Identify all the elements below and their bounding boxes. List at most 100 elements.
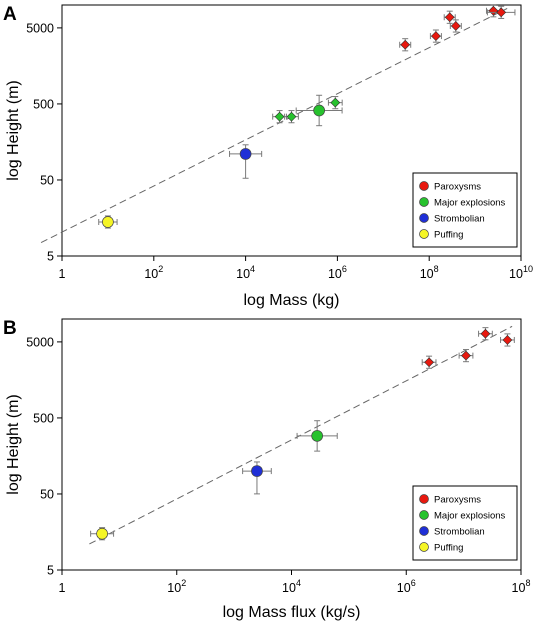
legend-item: Strombolian xyxy=(419,526,485,538)
legend-marker xyxy=(419,213,429,223)
diamond-marker xyxy=(444,12,455,23)
x-tick-label: 1 xyxy=(59,581,66,595)
x-tick-label: 1 xyxy=(59,267,66,281)
x-tick-label: 108 xyxy=(420,264,439,281)
legend-marker xyxy=(419,181,429,191)
data-point-major-explosions xyxy=(295,94,343,127)
data-point-paroxysms xyxy=(449,19,462,33)
x-tick-label: 102 xyxy=(144,264,163,281)
diamond-marker xyxy=(286,111,297,122)
fit-line xyxy=(40,8,508,244)
x-tick-exponent: 8 xyxy=(525,578,530,588)
legend-item: Puffing xyxy=(419,229,463,241)
legend-item: Strombolian xyxy=(419,213,485,225)
y-tick-label: 5 xyxy=(47,250,54,264)
data-point-strombolian xyxy=(229,144,263,179)
panel-letter: A xyxy=(3,4,17,25)
x-tick-base: 10 xyxy=(167,581,181,595)
data-point-paroxysms xyxy=(443,10,456,24)
legend-marker xyxy=(419,510,429,520)
legend: Paroxysms Major explosions Strombolian Puff… xyxy=(412,172,518,248)
x-tick-exponent: 2 xyxy=(181,578,186,588)
circle-marker xyxy=(102,216,114,228)
fit-line xyxy=(89,325,513,545)
data-point-paroxysms xyxy=(421,355,437,369)
x-tick-base: 10 xyxy=(144,267,158,281)
legend-marker xyxy=(419,229,429,239)
legend-label: Paroxysms xyxy=(434,182,481,193)
y-tick-label: 5000 xyxy=(26,21,54,35)
y-tick-label: 500 xyxy=(33,411,54,425)
x-tick-label: 106 xyxy=(397,578,416,595)
x-tick-exponent: 6 xyxy=(342,264,347,274)
x-tick-exponent: 4 xyxy=(296,578,301,588)
legend-label: Puffing xyxy=(434,230,463,241)
legend-label: Paroxysms xyxy=(434,495,481,506)
data-point-major-explosions xyxy=(284,110,299,124)
legend: Paroxysms Major explosions Strombolian Puff… xyxy=(412,485,518,561)
circle-marker xyxy=(311,430,324,442)
legend-marker xyxy=(419,542,429,552)
y-axis-title: log Height (m) xyxy=(5,80,22,180)
legend-label: Strombolian xyxy=(434,527,485,538)
legend-item: Puffing xyxy=(419,542,463,554)
diamond-marker xyxy=(430,31,441,42)
circle-marker xyxy=(251,465,263,477)
x-tick-label: 108 xyxy=(512,578,531,595)
legend-item: Major explosions xyxy=(419,197,506,209)
data-point-major-explosions xyxy=(296,420,338,452)
y-axis-title: log Height (m) xyxy=(5,394,22,494)
legend-marker xyxy=(419,197,429,207)
data-point-paroxysms xyxy=(458,349,474,363)
y-tick-label: 5 xyxy=(47,564,54,578)
x-tick-label: 102 xyxy=(167,578,186,595)
plot-frame xyxy=(61,4,522,257)
x-tick-exponent: 4 xyxy=(250,264,255,274)
x-tick-exponent: 8 xyxy=(434,264,439,274)
y-tick-label: 50 xyxy=(40,487,54,501)
panel-letter: B xyxy=(3,318,17,339)
x-tick-base: 10 xyxy=(397,581,411,595)
data-point-paroxysms xyxy=(399,38,412,52)
x-tick-label: 104 xyxy=(236,264,255,281)
diamond-marker xyxy=(461,350,471,361)
data-point-strombolian xyxy=(242,461,272,495)
legend-label: Major explosions xyxy=(434,198,506,209)
x-tick-label: 104 xyxy=(282,578,301,595)
data-point-paroxysms xyxy=(486,5,516,19)
x-tick-base: 10 xyxy=(509,267,523,281)
legend-label: Major explosions xyxy=(434,511,506,522)
data-point-paroxysms xyxy=(500,333,515,347)
x-tick-base: 1 xyxy=(59,267,66,281)
x-axis-title: log Mass (kg) xyxy=(243,292,339,309)
diamond-marker xyxy=(424,357,435,368)
legend-item: Paroxysms xyxy=(419,494,481,506)
x-tick-base: 10 xyxy=(420,267,434,281)
legend-label: Strombolian xyxy=(434,214,485,225)
legend-label: Puffing xyxy=(434,543,463,554)
y-tick-label: 50 xyxy=(40,173,54,187)
y-tick-label: 500 xyxy=(33,97,54,111)
x-tick-label: 106 xyxy=(328,264,347,281)
legend-item: Paroxysms xyxy=(419,181,481,193)
legend-marker xyxy=(419,494,429,504)
data-point-paroxysms xyxy=(429,29,442,43)
legend-box xyxy=(412,172,518,248)
diamond-marker xyxy=(400,39,411,50)
diamond-marker xyxy=(488,5,499,16)
x-tick-base: 10 xyxy=(328,267,342,281)
x-axis-title: log Mass flux (kg/s) xyxy=(223,604,361,621)
x-tick-exponent: 2 xyxy=(158,264,163,274)
data-point-paroxysms xyxy=(478,327,493,341)
diamond-marker xyxy=(450,21,461,31)
circle-marker xyxy=(313,104,325,117)
x-tick-exponent: 10 xyxy=(523,264,533,274)
diamond-marker xyxy=(274,111,285,122)
x-tick-exponent: 6 xyxy=(411,578,416,588)
legend-box xyxy=(412,485,518,561)
x-tick-base: 10 xyxy=(282,581,296,595)
circle-marker xyxy=(96,527,108,540)
